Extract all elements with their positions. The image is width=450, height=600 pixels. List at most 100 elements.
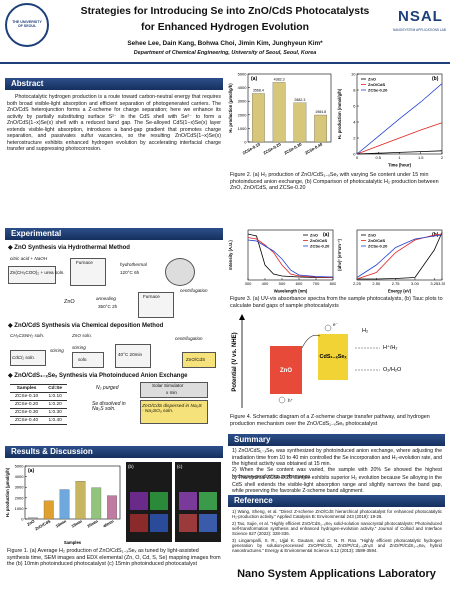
abstract-text: Photocatalytic hydrogen production is a … [7,94,221,152]
x-tick-label: ZnO [26,519,35,527]
eds-map [179,492,197,510]
bar [107,495,117,520]
figure-caption: Figure 2. (a) H₂ production of ZnO/CdS₁₋… [230,172,439,192]
reference-item: 1) Wang, Sheng, et al. "Direct Z-scheme … [232,509,442,520]
panel-label: (a) [28,468,34,474]
figure-caption: Figure 3. (a) UV-vis absorbance spectra … [230,296,443,309]
x-tick-label: 3.25 [430,281,439,286]
x-tick-label: 2.50 [372,281,381,286]
y-axis-label: H₂ production (μmol/g/h) [5,467,10,517]
water-bath [115,344,151,368]
subsection-title: ◆ ZnO/CdS₁₋ₓSeₓ Synthesis via Photoinduc… [8,373,188,379]
transfer-arrow [301,334,321,349]
eds-map [179,514,197,532]
axis-arrow [239,314,245,320]
bar [59,489,70,520]
plot-frame [24,465,121,520]
x-tick-label: 3.00 [411,281,420,286]
diagram-label: ZnO/CdS dispersed in Na₂S · Na₂SO₃ soln. [142,404,202,414]
series-line [247,239,334,278]
panel-label: (b) [128,464,134,469]
series-line [356,233,443,280]
x-tick-label: 1 [398,155,401,160]
eds-map [150,492,168,510]
diagram-label: CH₃CSNH₂ soln. [10,333,45,338]
y-tick-label: 8 [353,88,356,93]
right-logo: NSAL [398,8,443,25]
hole [278,396,286,404]
x-tick-label: 300 [245,281,252,286]
y-tick-label: 2 [353,136,356,141]
panel-label: (a) [251,76,257,82]
diagram-label: ZnO/CdS [186,357,206,362]
subsection-title: ◆ ZnO/CdS Synthesis via Chemical deposit… [8,323,164,329]
summary-item: 3) The optimal ZCSe-0.20 sample exhibits… [232,475,442,494]
x-tick-label: ZCSe-0.30 [283,141,303,155]
plot-frame [247,229,334,281]
level-label: H⁺/H₂ [383,344,398,351]
solar-simulator [140,382,208,398]
diagram-label: stirring [72,345,86,350]
section-heading: Summary [228,434,445,446]
diagram-label: soln. [78,357,88,362]
centrifuge [165,258,195,286]
diagram-label: 120°C 6h [120,270,140,275]
y-axis-label: (αhν)² (eV²cm⁻²) [337,239,342,271]
diagram-label: centrifugation [180,288,208,293]
diagram-label: CdCl₂ soln. [12,355,35,360]
plot-frame [356,229,443,281]
x-tick-label: 2.25 [353,281,362,286]
summary-item: 2) When the Se content was varied, the s… [232,467,442,480]
electron [324,324,332,332]
figure-2a: 0 1000 2000 3000 4000 5000 H₂ production (μmol… [228,72,332,156]
authors: Sehee Lee, Dain Kang, Bohwa Choi, Jimin … [127,40,323,47]
table-cell: 1:0.30 [43,408,68,417]
eds-map [130,492,148,510]
plot-frame [247,73,332,143]
diagram-label: 350°C 2h [98,304,118,309]
figure-caption: Figure 4. Schematic diagram of a Z-schem… [230,414,430,427]
legend-label: ZnO [368,77,376,82]
bar [314,114,328,143]
x-tick-label: 10min [55,518,68,528]
eds-map [150,514,168,532]
carrier-label: e⁻ [333,322,339,327]
summary-item: 1) ZnO/CdS₁₋ₓSeₓ was synthesized by phot… [232,448,442,467]
diagram-label: Furnace [76,260,93,265]
x-tick-label: 600 [296,281,303,286]
diagram-label: Solar Simulator [152,383,184,388]
diagram-label: Furnace [143,294,160,299]
panel-label: (c) [177,464,183,469]
legend-label: ZCSe-0.20 [368,244,388,249]
table-cell: ZCSe-0.10 [10,392,44,401]
value-label: 4382.3 [274,77,285,81]
table-header: Samples [10,384,44,393]
series-line [356,122,443,155]
header-rule [0,62,450,64]
carrier-label: h⁺ [288,398,294,403]
y-tick-label: 5000 [15,464,25,469]
bar [293,102,307,143]
reference-item: 2) Tao, Sujie, et al. "Highly efficient … [232,521,442,537]
left-logo: THE UNIVERSITY OF SEOUL [5,3,49,47]
table-cell: ZCSe-0.30 [10,408,44,417]
y-tick-label: 4 [353,120,356,125]
y-tick-label: 1000 [15,506,25,511]
diagram-label: citric acid + NaOH [10,256,48,261]
legend-label: ZnO/CdS [368,238,385,243]
series-line [356,83,443,155]
x-tick-label: 500 [279,281,286,286]
y-tick-label: 2000 [238,112,248,117]
figure-1a: 0 1000 2000 3000 4000 5000 H₂ production (μmol… [5,464,121,545]
series-line [357,232,443,280]
legend-label: ZCSe-0.20 [310,244,330,249]
x-axis-label: Time (hour) [388,163,412,168]
series-line [356,234,443,278]
y-tick-label: 4000 [15,474,25,479]
x-tick-label: 2.75 [392,281,401,286]
cdsse-band [318,334,348,380]
bar [28,517,38,520]
table-cell: 1:0.10 [43,392,68,401]
reactor [140,400,208,424]
figure-3a: Intensity (A.U.) (a) 300 400 500 600 700 800 Wav… [228,229,336,294]
